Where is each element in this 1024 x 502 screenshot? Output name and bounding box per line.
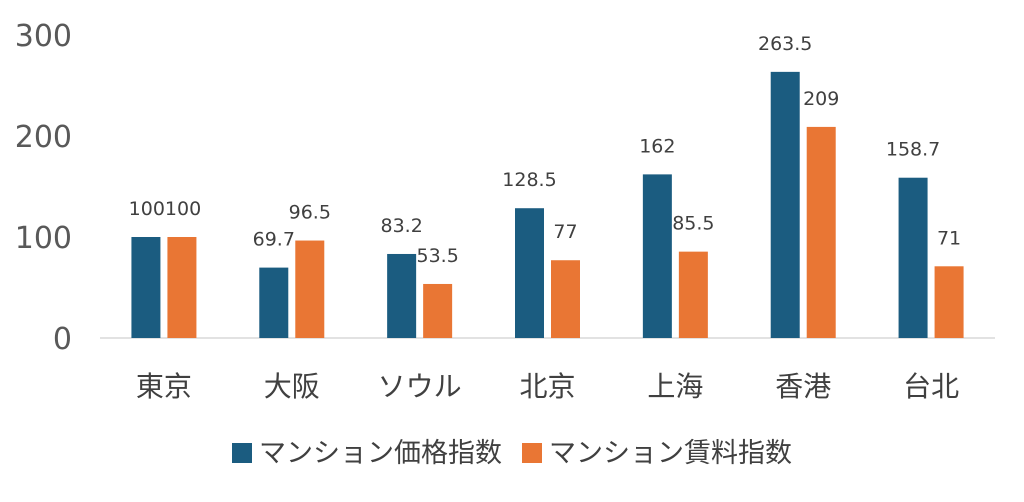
bar-rent-4	[678, 251, 708, 338]
data-label-price-0: 100	[129, 198, 165, 220]
data-label-rent-2: 53.5	[416, 245, 458, 267]
y-tick-label: 0	[53, 322, 72, 357]
x-tick-label-6: 台北	[903, 370, 959, 403]
data-label-rent-0: 100	[165, 198, 201, 220]
x-tick-label-0: 東京	[136, 370, 192, 403]
data-label-rent-4: 85.5	[672, 213, 714, 235]
bar-rent-0	[167, 237, 197, 338]
bar-price-2	[387, 253, 417, 338]
legend-label-1: マンション賃料指数	[549, 438, 792, 469]
data-label-rent-1: 96.5	[289, 202, 331, 224]
bar-rent-5	[806, 126, 836, 338]
bar-price-3	[515, 208, 544, 338]
data-label-rent-6: 71	[937, 227, 961, 249]
legend-label-0: マンション価格指数	[259, 438, 502, 469]
bar-rent-6	[934, 266, 964, 338]
x-tick-label-1: 大阪	[264, 370, 320, 403]
data-label-rent-5: 209	[803, 88, 839, 110]
y-tick-label: 100	[15, 221, 72, 256]
bar-price-6	[898, 177, 928, 338]
data-label-price-4: 162	[639, 135, 675, 157]
y-tick-label: 300	[15, 19, 72, 54]
x-tick-label-5: 香港	[775, 370, 831, 403]
bar-price-0	[131, 237, 161, 338]
bar-price-1	[259, 267, 289, 338]
x-tick-label-2: ソウル	[378, 370, 462, 403]
y-tick-label: 200	[15, 120, 72, 155]
bar-rent-3	[551, 260, 580, 338]
data-label-price-5: 263.5	[758, 33, 812, 55]
data-label-price-3: 128.5	[502, 169, 556, 191]
data-label-price-6: 158.7	[886, 139, 940, 161]
data-label-rent-3: 77	[553, 221, 577, 243]
bar-rent-2	[423, 283, 453, 338]
data-label-price-2: 83.2	[380, 215, 422, 237]
x-tick-label-3: 北京	[519, 370, 575, 403]
data-label-price-1: 69.7	[253, 229, 295, 251]
bar-price-5	[770, 71, 800, 339]
bar-rent-1	[295, 240, 325, 338]
legend-swatch-0	[232, 443, 252, 463]
x-tick-label-4: 上海	[647, 370, 703, 403]
legend-swatch-1	[522, 443, 542, 463]
bar-price-4	[642, 174, 672, 338]
